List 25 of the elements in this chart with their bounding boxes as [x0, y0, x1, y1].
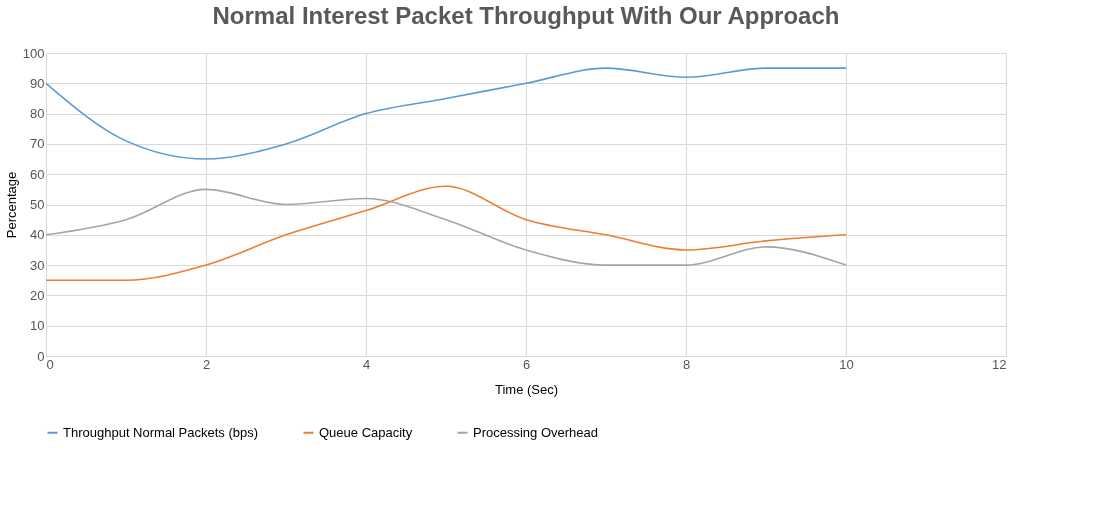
x-tick-label: 4	[362, 356, 371, 372]
y-axis-title: Percentage	[3, 171, 19, 239]
y-tick-label: 90	[30, 75, 45, 91]
line-series	[45, 185, 847, 282]
line-series	[45, 67, 847, 160]
x-tick-label: 6	[522, 356, 531, 372]
legend-label: Queue Capacity	[319, 424, 413, 440]
legend-label: Processing Overhead	[473, 424, 599, 440]
y-tick-label: 40	[30, 227, 45, 243]
x-tick-label: 8	[682, 356, 691, 372]
y-tick-label: 80	[30, 106, 45, 122]
legend-label: Throughput Normal Packets (bps)	[63, 424, 259, 440]
y-tick-label: 30	[30, 257, 45, 273]
y-tick-label: 60	[30, 166, 45, 182]
y-tick-label: 20	[30, 287, 45, 303]
y-tick-label: 70	[30, 136, 45, 152]
y-tick-label: 10	[30, 318, 45, 334]
x-axis-title: Time (Sec)	[494, 381, 559, 397]
y-tick-label: 100	[22, 45, 45, 61]
line-series	[45, 188, 847, 266]
x-tick-label: 2	[202, 356, 211, 372]
x-tick-label: 12	[992, 356, 1007, 372]
y-tick-label: 50	[30, 197, 45, 212]
chart-title: Normal Interest Packet Throughput With Our Approach	[212, 2, 840, 29]
x-tick-label: 10	[839, 356, 854, 372]
